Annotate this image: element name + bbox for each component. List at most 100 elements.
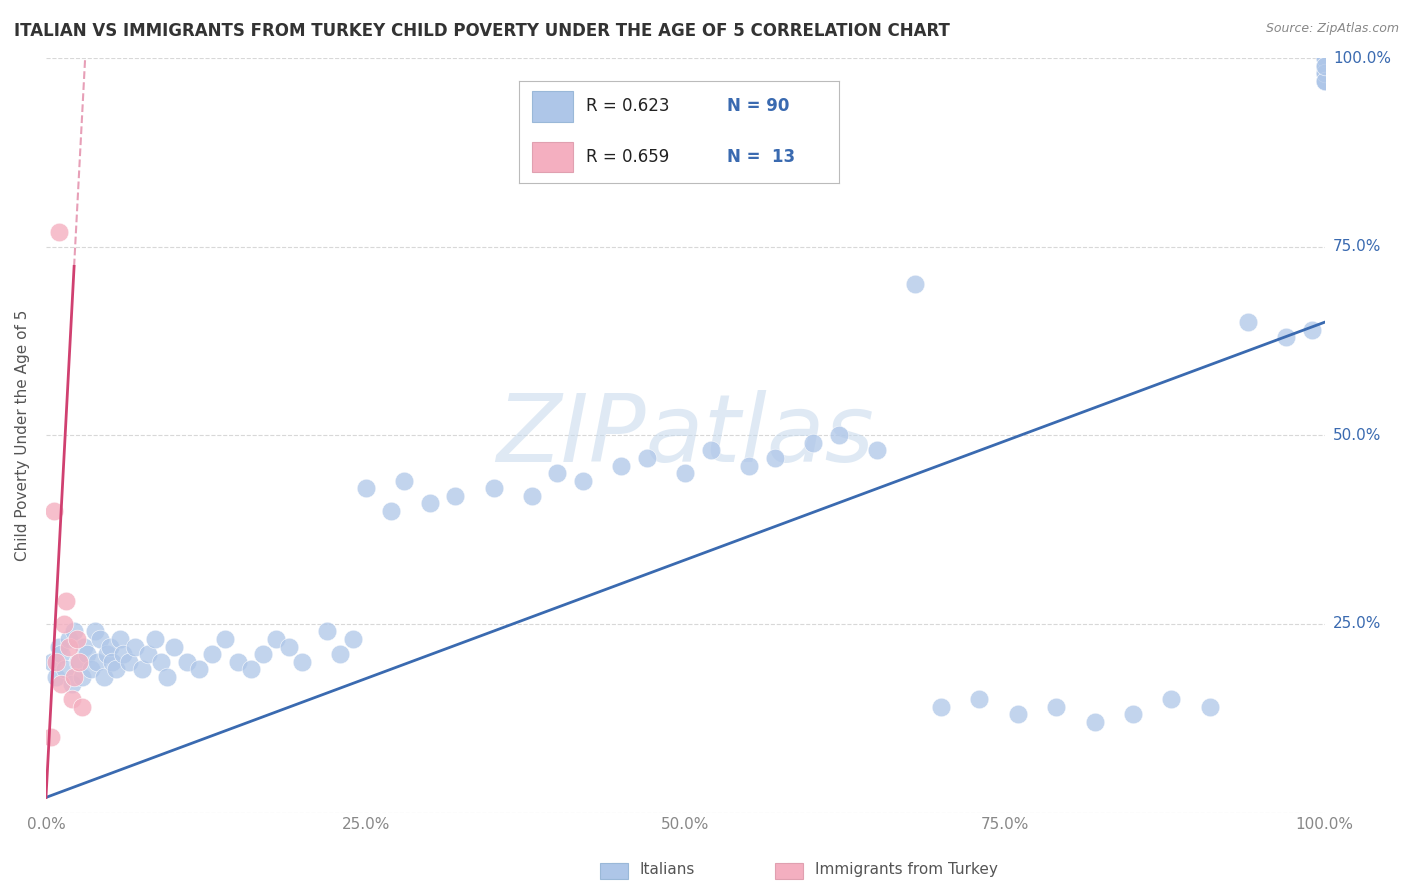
Point	[444, 489, 467, 503]
Point	[188, 662, 211, 676]
Point	[1301, 323, 1323, 337]
Point	[1313, 51, 1336, 65]
Point	[610, 458, 633, 473]
Point	[58, 640, 80, 654]
Point	[1313, 59, 1336, 73]
Point	[929, 700, 952, 714]
Text: ITALIAN VS IMMIGRANTS FROM TURKEY CHILD POVERTY UNDER THE AGE OF 5 CORRELATION C: ITALIAN VS IMMIGRANTS FROM TURKEY CHILD …	[14, 22, 950, 40]
Point	[42, 504, 65, 518]
Point	[801, 436, 824, 450]
Point	[101, 655, 124, 669]
Point	[96, 647, 118, 661]
Point	[1275, 330, 1298, 344]
Point	[1237, 315, 1260, 329]
Point	[89, 632, 111, 646]
Point	[214, 632, 236, 646]
Point	[1045, 700, 1067, 714]
Point	[1313, 51, 1336, 65]
Point	[828, 428, 851, 442]
Point	[83, 624, 105, 639]
Point	[93, 670, 115, 684]
Point	[60, 677, 83, 691]
Point	[150, 655, 173, 669]
Point	[1313, 66, 1336, 80]
Text: Source: ZipAtlas.com: Source: ZipAtlas.com	[1265, 22, 1399, 36]
Point	[342, 632, 364, 646]
Point	[291, 655, 314, 669]
Point	[1313, 74, 1336, 88]
Point	[1313, 74, 1336, 88]
Point	[176, 655, 198, 669]
Point	[636, 450, 658, 465]
Point	[156, 670, 179, 684]
Point	[39, 730, 62, 744]
Point	[1198, 700, 1220, 714]
Point	[143, 632, 166, 646]
Point	[316, 624, 339, 639]
Point	[738, 458, 761, 473]
Text: 100.0%: 100.0%	[1333, 51, 1391, 66]
Point	[1313, 59, 1336, 73]
Text: 50.0%: 50.0%	[1333, 428, 1381, 442]
Point	[904, 277, 927, 292]
Point	[1160, 692, 1182, 706]
Point	[380, 504, 402, 518]
Point	[419, 496, 441, 510]
Point	[201, 647, 224, 661]
Point	[48, 225, 70, 239]
Point	[866, 443, 889, 458]
Point	[111, 647, 134, 661]
Point	[55, 594, 77, 608]
Point	[1313, 51, 1336, 65]
Point	[673, 466, 696, 480]
Point	[1313, 66, 1336, 80]
Point	[108, 632, 131, 646]
Point	[73, 640, 96, 654]
Point	[76, 647, 98, 661]
Point	[63, 624, 86, 639]
Point	[239, 662, 262, 676]
Point	[63, 670, 86, 684]
Point	[1313, 66, 1336, 80]
Point	[1313, 74, 1336, 88]
Point	[520, 489, 543, 503]
Text: □: □	[609, 860, 628, 880]
Point	[277, 640, 299, 654]
Point	[969, 692, 991, 706]
Point	[1313, 59, 1336, 73]
Point	[66, 655, 89, 669]
Point	[1313, 59, 1336, 73]
Point	[67, 655, 90, 669]
Point	[60, 692, 83, 706]
Point	[66, 632, 89, 646]
Point	[98, 640, 121, 654]
Point	[53, 662, 76, 676]
Point	[354, 481, 377, 495]
Point	[1122, 707, 1144, 722]
Point	[392, 474, 415, 488]
Point	[1313, 74, 1336, 88]
Point	[45, 670, 67, 684]
Point	[226, 655, 249, 669]
Text: □: □	[785, 860, 804, 880]
Text: Immigrants from Turkey: Immigrants from Turkey	[815, 863, 998, 877]
Point	[1083, 714, 1105, 729]
Point	[482, 481, 505, 495]
Point	[51, 677, 73, 691]
Point	[48, 640, 70, 654]
Text: Italians: Italians	[640, 863, 695, 877]
Point	[58, 632, 80, 646]
Point	[124, 640, 146, 654]
Point	[131, 662, 153, 676]
Y-axis label: Child Poverty Under the Age of 5: Child Poverty Under the Age of 5	[15, 310, 30, 561]
Point	[1313, 59, 1336, 73]
Point	[700, 443, 723, 458]
Point	[763, 450, 786, 465]
Point	[163, 640, 186, 654]
Point	[136, 647, 159, 661]
Point	[264, 632, 287, 646]
Text: ZIPatlas: ZIPatlas	[496, 390, 875, 481]
Point	[572, 474, 595, 488]
Point	[1007, 707, 1029, 722]
Point	[51, 647, 73, 661]
